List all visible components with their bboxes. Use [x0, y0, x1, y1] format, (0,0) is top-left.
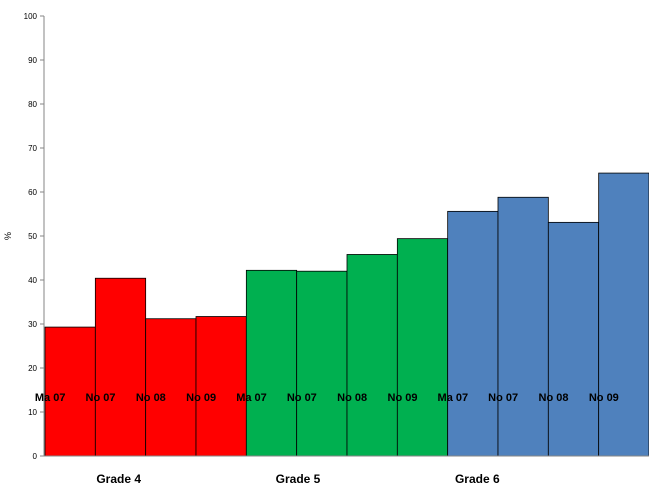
group-label: Grade 5 — [276, 472, 321, 486]
group-label: Grade 6 — [455, 472, 500, 486]
y-tick-label: 80 — [28, 100, 37, 109]
y-tick-label: 100 — [24, 12, 38, 21]
y-tick-label: 60 — [28, 188, 37, 197]
bar — [447, 210, 499, 457]
y-axis-ticks: 0 10 20 30 40 50 60 70 80 90 100 — [24, 12, 44, 461]
bar-label: No 08 — [136, 392, 166, 404]
bar-label: No 07 — [287, 392, 317, 404]
bar — [396, 238, 449, 457]
bar — [195, 316, 247, 457]
bar-label: Ma 07 — [35, 392, 66, 404]
y-tick-label: 30 — [28, 320, 37, 329]
bar-label: No 07 — [86, 392, 116, 404]
y-tick-label: 10 — [28, 408, 37, 417]
bar-label: No 08 — [539, 392, 569, 404]
bar-label: No 09 — [186, 392, 216, 404]
bar — [547, 221, 600, 457]
grade-group-labels: Grade 4 Grade 5 Grade 6 — [96, 472, 500, 486]
group-label: Grade 4 — [96, 472, 141, 486]
bar — [145, 318, 197, 457]
bar — [598, 172, 649, 457]
bar — [245, 269, 298, 457]
bar-label: Ma 07 — [236, 392, 267, 404]
y-tick-label: 50 — [28, 232, 37, 241]
y-tick-label: 0 — [33, 452, 38, 461]
bar-label: No 07 — [488, 392, 518, 404]
bar-label: No 08 — [337, 392, 367, 404]
y-axis-label: % — [3, 232, 13, 240]
bar-label: No 09 — [388, 392, 418, 404]
bar — [497, 196, 549, 457]
y-tick-label: 70 — [28, 144, 37, 153]
bars — [44, 172, 649, 457]
bar-labels: Ma 07 No 07 No 08 No 09 Ma 07 No 07 No 08 No 09… — [35, 392, 619, 404]
bar-label: No 09 — [589, 392, 619, 404]
bar-label: Ma 07 — [438, 392, 469, 404]
bar — [346, 254, 398, 457]
bar — [94, 277, 147, 457]
y-tick-label: 90 — [28, 56, 37, 65]
y-tick-label: 20 — [28, 364, 37, 373]
y-tick-label: 40 — [28, 276, 37, 285]
bar — [296, 270, 348, 457]
